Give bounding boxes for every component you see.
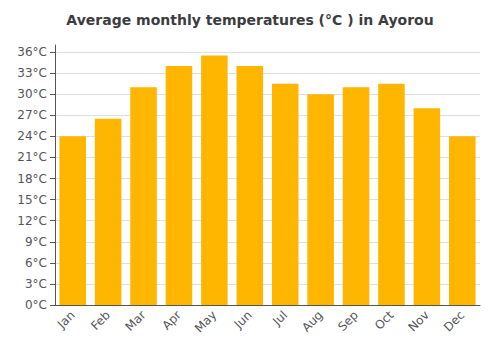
svg-text:3°C: 3°C — [25, 277, 47, 291]
svg-text:33°C: 33°C — [17, 66, 47, 80]
svg-text:Aug: Aug — [299, 308, 325, 334]
svg-text:Mar: Mar — [123, 308, 149, 334]
svg-text:36°C: 36°C — [17, 45, 47, 59]
svg-text:24°C: 24°C — [17, 129, 47, 143]
svg-text:May: May — [192, 308, 219, 335]
svg-text:Jun: Jun — [231, 308, 255, 332]
svg-text:Dec: Dec — [441, 308, 467, 334]
svg-text:Jul: Jul — [269, 308, 290, 329]
svg-text:Jan: Jan — [54, 308, 78, 332]
svg-text:Oct: Oct — [372, 308, 397, 333]
svg-text:Average monthly temperatures (: Average monthly temperatures (°C ) in Ay… — [66, 12, 433, 28]
svg-text:27°C: 27°C — [17, 108, 47, 122]
svg-text:Sep: Sep — [335, 308, 361, 334]
svg-text:0°C: 0°C — [25, 298, 47, 312]
svg-text:21°C: 21°C — [17, 150, 47, 164]
svg-text:Nov: Nov — [405, 308, 431, 334]
svg-text:9°C: 9°C — [25, 235, 47, 249]
svg-text:18°C: 18°C — [17, 172, 47, 186]
svg-text:Feb: Feb — [88, 308, 113, 333]
svg-text:15°C: 15°C — [17, 193, 47, 207]
svg-text:Apr: Apr — [159, 308, 184, 333]
svg-text:6°C: 6°C — [25, 256, 47, 270]
svg-text:12°C: 12°C — [17, 214, 47, 228]
svg-text:30°C: 30°C — [17, 87, 47, 101]
